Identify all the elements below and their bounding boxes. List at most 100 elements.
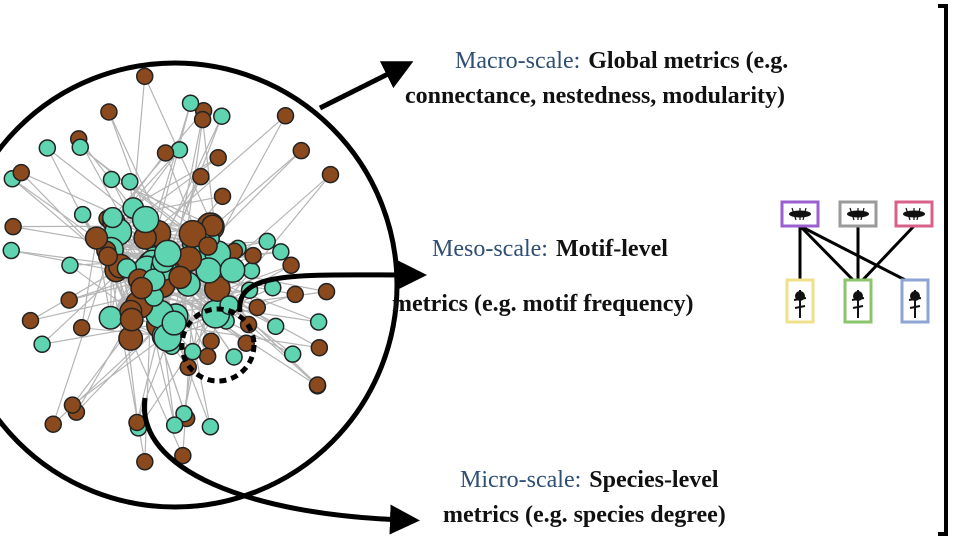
node bbox=[258, 232, 276, 251]
node bbox=[225, 348, 243, 366]
node bbox=[266, 317, 285, 336]
node bbox=[165, 416, 184, 434]
node bbox=[317, 282, 336, 301]
node bbox=[198, 347, 217, 366]
edge bbox=[113, 152, 166, 223]
edge bbox=[137, 313, 217, 429]
node bbox=[198, 236, 218, 256]
node bbox=[38, 139, 57, 157]
node bbox=[21, 311, 40, 330]
flower-icon bbox=[795, 291, 805, 301]
node bbox=[309, 313, 328, 331]
node bbox=[282, 256, 300, 275]
edge bbox=[150, 115, 286, 235]
node bbox=[84, 226, 109, 250]
ant-legs bbox=[905, 207, 921, 221]
node bbox=[63, 396, 82, 414]
edge bbox=[41, 238, 156, 345]
macro-text: Macro-scale: Global metrics (e.g. bbox=[455, 48, 788, 74]
node bbox=[121, 173, 139, 191]
meso-arrow bbox=[237, 259, 427, 313]
node bbox=[193, 110, 212, 129]
node bbox=[178, 219, 207, 248]
node bbox=[272, 243, 290, 261]
meso-text: Meso-scale: Motif-level bbox=[432, 236, 668, 262]
node bbox=[213, 107, 231, 125]
plant-box bbox=[900, 278, 930, 324]
node bbox=[168, 265, 192, 290]
node bbox=[286, 285, 304, 304]
node bbox=[128, 413, 146, 432]
meso-line: Motif-level bbox=[556, 236, 668, 262]
micro-text: Micro-scale: Species-level bbox=[460, 467, 719, 493]
node bbox=[2, 241, 20, 260]
node bbox=[72, 319, 91, 337]
node bbox=[283, 345, 302, 363]
node bbox=[321, 165, 340, 184]
motif-highlight bbox=[179, 306, 257, 384]
node bbox=[209, 148, 227, 167]
node bbox=[213, 187, 232, 206]
meso-label: Meso-scale: bbox=[432, 236, 548, 262]
node bbox=[174, 446, 192, 465]
motif bbox=[798, 224, 916, 287]
node bbox=[244, 246, 262, 265]
node bbox=[61, 256, 79, 275]
micro-label: Micro-scale: bbox=[460, 467, 581, 493]
node bbox=[201, 418, 220, 436]
ant-legs bbox=[849, 207, 865, 221]
node bbox=[119, 307, 144, 332]
node bbox=[131, 205, 160, 234]
node bbox=[175, 404, 193, 423]
node bbox=[44, 415, 62, 433]
node bbox=[12, 163, 30, 182]
node bbox=[248, 298, 267, 317]
motif-species bbox=[780, 200, 934, 324]
node bbox=[73, 205, 92, 224]
node bbox=[33, 335, 51, 354]
node bbox=[102, 170, 121, 189]
node bbox=[71, 138, 90, 156]
edge bbox=[117, 149, 180, 233]
node bbox=[98, 246, 119, 267]
network bbox=[2, 67, 340, 471]
node bbox=[192, 167, 210, 186]
node bbox=[292, 141, 311, 160]
node bbox=[98, 305, 123, 330]
node bbox=[161, 310, 187, 336]
flower-icon bbox=[910, 291, 920, 301]
edge bbox=[52, 249, 112, 425]
node bbox=[130, 276, 153, 300]
edge bbox=[130, 338, 184, 456]
macro-arrow bbox=[318, 61, 414, 111]
node bbox=[310, 338, 329, 357]
node bbox=[183, 342, 202, 361]
node bbox=[100, 103, 118, 121]
node bbox=[153, 239, 182, 268]
micro-line: metrics (e.g. species degree) bbox=[443, 502, 726, 528]
node bbox=[135, 67, 154, 86]
micro-arrow bbox=[141, 397, 420, 535]
node bbox=[308, 376, 327, 394]
node bbox=[242, 261, 261, 280]
micro-line: Species-level bbox=[589, 467, 719, 493]
node bbox=[219, 257, 246, 283]
macro-line: connectance, nestedness, modularity) bbox=[405, 83, 785, 109]
node bbox=[60, 291, 78, 309]
node bbox=[136, 453, 154, 471]
node bbox=[276, 107, 295, 125]
edge bbox=[81, 237, 98, 328]
bracket bbox=[938, 4, 948, 536]
node bbox=[202, 332, 220, 350]
ant-legs bbox=[791, 207, 807, 221]
node bbox=[181, 94, 200, 112]
flower-icon bbox=[853, 291, 863, 301]
node bbox=[101, 206, 124, 229]
node bbox=[156, 144, 175, 162]
node bbox=[4, 217, 22, 236]
edge bbox=[75, 324, 162, 413]
macro-label: Macro-scale: bbox=[455, 48, 580, 74]
macro-line: Global metrics (e.g. bbox=[588, 48, 788, 74]
node bbox=[237, 334, 255, 352]
